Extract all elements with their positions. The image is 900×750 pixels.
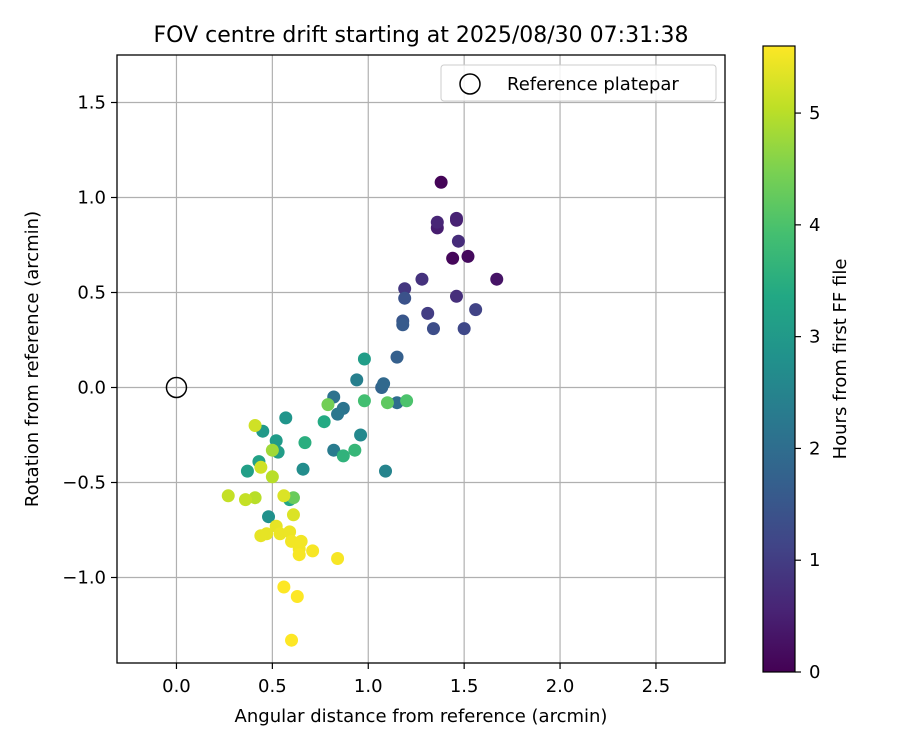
grid <box>117 55 725 663</box>
data-point <box>451 234 465 248</box>
x-tick-label: 1.0 <box>354 676 383 697</box>
data-point <box>298 436 312 450</box>
data-point <box>446 251 460 265</box>
x-tick-label: 1.5 <box>450 676 479 697</box>
data-point <box>265 470 279 484</box>
plot-frame <box>116 54 726 664</box>
x-axis-ticks: 0.0 0.5 1.0 1.5 2.0 2.5 <box>162 663 670 697</box>
data-point <box>260 527 274 541</box>
data-point <box>240 464 254 478</box>
data-point <box>354 428 368 442</box>
y-tick-label: −1.0 <box>62 568 106 589</box>
data-point <box>379 464 393 478</box>
data-point <box>286 508 300 522</box>
data-point <box>434 175 448 189</box>
data-point <box>377 377 391 391</box>
colorbar-label: Hours from first FF file <box>830 259 851 460</box>
x-tick-label: 0.0 <box>162 676 191 697</box>
x-tick-label: 2.5 <box>642 676 671 697</box>
data-point <box>331 407 345 421</box>
data-point <box>290 590 304 603</box>
colorbar: 0 1 2 3 4 5 Hours from first FF file <box>762 45 851 683</box>
x-axis-label: Angular distance from reference (arcmin) <box>235 706 608 727</box>
data-point <box>421 306 435 320</box>
colorbar-tick-label: 1 <box>809 550 820 571</box>
data-point <box>396 318 410 332</box>
data-point <box>430 215 444 229</box>
y-tick-label: 0.0 <box>77 378 106 399</box>
data-point <box>390 350 404 364</box>
colorbar-gradient <box>762 45 796 673</box>
data-point <box>239 493 253 507</box>
colorbar-tick-label: 4 <box>809 215 820 236</box>
colorbar-ticks: 0 1 2 3 4 5 <box>795 103 820 683</box>
y-tick-label: −0.5 <box>62 473 106 494</box>
data-point <box>292 548 306 562</box>
data-point <box>380 396 394 410</box>
data-point <box>357 352 371 366</box>
data-point <box>254 460 268 474</box>
y-axis-ticks: −1.0 −0.5 0.0 0.5 1.0 1.5 <box>62 93 117 589</box>
x-tick-label: 2.0 <box>546 676 575 697</box>
data-point <box>398 291 412 305</box>
data-point <box>221 489 235 503</box>
data-point <box>336 449 350 463</box>
colorbar-tick-label: 2 <box>809 438 820 459</box>
legend-marker-circle-icon <box>459 73 481 95</box>
data-point <box>248 419 262 432</box>
y-tick-label: 1.5 <box>77 93 106 114</box>
data-point <box>490 272 504 286</box>
colorbar-tick-label: 3 <box>809 327 820 348</box>
y-tick-label: 1.0 <box>77 188 106 209</box>
reference-point <box>165 376 188 399</box>
data-point <box>285 633 299 647</box>
data-point <box>277 489 291 503</box>
data-point <box>357 394 371 408</box>
data-point <box>262 510 276 524</box>
chart-title: FOV centre drift starting at 2025/08/30 … <box>154 23 689 48</box>
data-point <box>327 443 341 457</box>
data-point <box>461 249 475 263</box>
data-point <box>277 580 291 594</box>
data-point <box>279 411 293 425</box>
data-points <box>221 175 504 647</box>
data-point <box>321 398 335 412</box>
y-axis-label: Rotation from reference (arcmin) <box>22 211 43 507</box>
data-point <box>400 394 414 408</box>
data-point <box>449 211 463 225</box>
data-point <box>306 544 320 558</box>
data-point <box>350 373 364 387</box>
data-point <box>317 415 331 429</box>
legend-box <box>440 64 717 102</box>
data-point <box>294 534 308 548</box>
data-point <box>265 443 279 457</box>
x-tick-label: 0.5 <box>258 676 287 697</box>
data-point <box>469 303 483 317</box>
data-point <box>426 322 440 336</box>
data-point <box>331 552 345 565</box>
data-point <box>449 289 463 303</box>
data-point <box>296 462 310 476</box>
y-tick-label: 0.5 <box>77 283 106 304</box>
data-point <box>348 443 362 457</box>
colorbar-tick-label: 0 <box>809 662 820 683</box>
legend: Reference platepar <box>440 64 717 102</box>
data-point <box>415 272 429 286</box>
legend-label: Reference platepar <box>507 74 679 95</box>
data-point <box>398 282 412 296</box>
colorbar-tick-label: 5 <box>809 103 820 124</box>
data-point <box>457 322 471 336</box>
